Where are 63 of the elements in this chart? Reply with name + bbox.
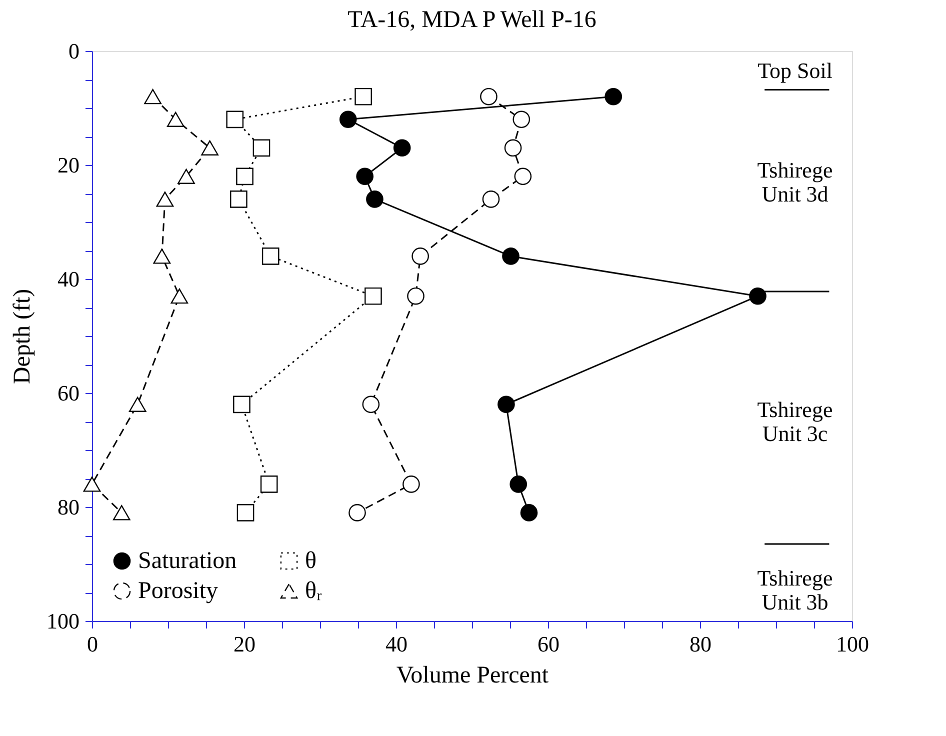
point <box>83 476 101 492</box>
point <box>128 396 146 412</box>
point <box>504 139 522 157</box>
x-tick-label: 40 <box>386 632 408 656</box>
y-tick-label: 0 <box>68 38 80 64</box>
point <box>407 287 424 305</box>
legend-label: θᵣ <box>305 578 322 604</box>
point <box>604 88 622 106</box>
legend-label: θ <box>305 548 316 574</box>
chart-title: TA-16, MDA P Well P-16 <box>348 7 596 33</box>
point <box>402 476 420 493</box>
point <box>502 248 520 265</box>
annotation: Tshirege Unit 3c <box>757 397 833 446</box>
point <box>520 504 538 522</box>
y-axis-title: Depth (ft) <box>10 288 36 384</box>
point <box>236 504 254 522</box>
annotation: Tshirege Unit 3d <box>757 158 833 207</box>
point <box>354 88 372 106</box>
annotation: Tshirege Unit 3b <box>757 565 833 614</box>
point <box>339 110 357 128</box>
x-axis-title: Volume Percent <box>396 662 549 688</box>
point <box>170 288 188 304</box>
annotation: Top Soil <box>758 58 832 83</box>
point <box>393 139 411 157</box>
point <box>201 140 218 156</box>
point <box>144 89 162 104</box>
point <box>510 476 528 493</box>
point <box>480 88 498 106</box>
point <box>412 248 429 265</box>
point <box>156 192 174 207</box>
point <box>362 396 380 414</box>
point <box>366 190 384 208</box>
x-tick-label: 20 <box>234 632 256 656</box>
point <box>233 396 250 414</box>
y-tick-label: 40 <box>58 266 80 292</box>
point <box>512 110 530 128</box>
point <box>112 505 130 520</box>
point <box>236 168 254 186</box>
point <box>348 504 366 522</box>
point <box>226 110 244 128</box>
point <box>356 168 374 186</box>
x-tick-label: 80 <box>690 632 712 656</box>
point <box>153 248 171 264</box>
y-tick-label: 100 <box>46 608 80 634</box>
legend-label: Saturation <box>138 548 237 574</box>
point <box>260 476 278 493</box>
y-tick-label: 60 <box>58 380 80 406</box>
legend-label: Porosity <box>138 578 218 604</box>
x-tick-label: 0 <box>87 632 98 656</box>
point <box>252 139 270 157</box>
point <box>749 287 766 305</box>
point <box>514 168 532 186</box>
y-tick-label: 80 <box>58 494 80 520</box>
point <box>364 287 382 305</box>
x-tick-label: 60 <box>538 632 560 656</box>
point <box>498 396 515 414</box>
point <box>178 168 195 184</box>
point <box>230 190 248 208</box>
x-tick-label: 100 <box>836 632 869 656</box>
point <box>482 190 500 208</box>
point <box>262 248 280 265</box>
point <box>166 112 184 127</box>
y-tick-label: 20 <box>58 152 80 178</box>
